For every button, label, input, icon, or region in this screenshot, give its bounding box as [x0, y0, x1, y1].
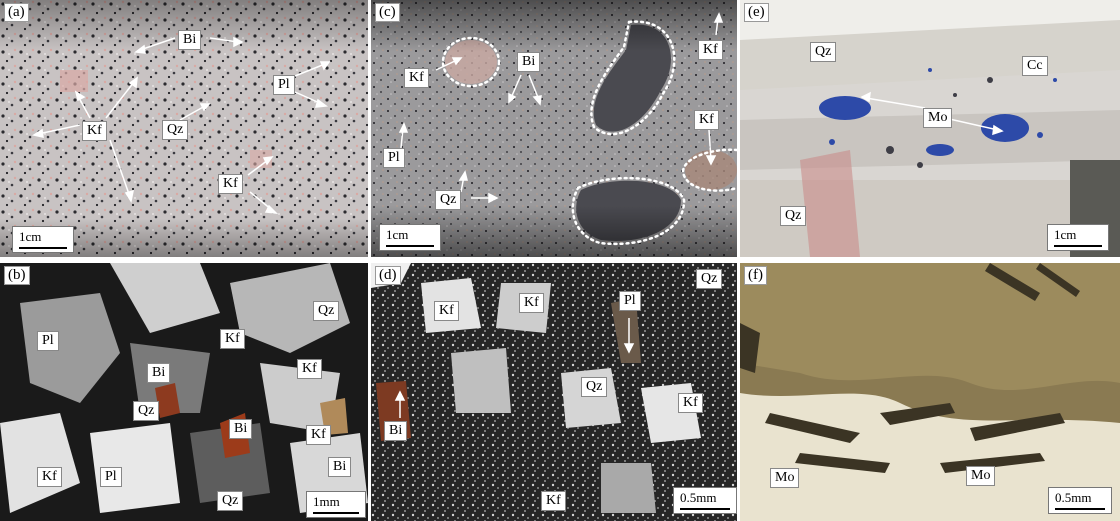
panel-d: (d) Qz Kf Kf Pl Qz Kf Bi Kf 0.5mm: [371, 263, 737, 521]
molybdenite-reflected-light-micrograph: [740, 263, 1120, 521]
mineral-label-kf: Kf: [82, 121, 107, 141]
mineral-label-mo: Mo: [770, 468, 800, 488]
mineral-label-kf: Kf: [218, 174, 243, 194]
mineral-label-pl: Pl: [383, 148, 405, 168]
mineral-label-bi: Bi: [147, 363, 171, 383]
scale-bar: 0.5mm: [673, 487, 737, 514]
scale-bar-label: 0.5mm: [680, 490, 717, 505]
mineral-label-bi: Bi: [229, 419, 253, 439]
mineral-label-kf: Kf: [519, 293, 544, 313]
panel-label-d: (d): [375, 266, 401, 285]
panel-b: (b) Pl Kf Qz Kf Bi Qz Bi Kf Bi Kf Pl Qz …: [0, 263, 368, 521]
mineral-label-kf: Kf: [678, 393, 703, 413]
scale-bar-label: 0.5mm: [1055, 490, 1092, 505]
scale-bar: 1cm: [1047, 224, 1109, 251]
panel-e: (e) Qz Cc Mo Qz 1cm: [740, 0, 1120, 257]
panel-label-f: (f): [744, 266, 767, 285]
mineral-label-mo: Mo: [966, 466, 996, 486]
scale-bar-label: 1cm: [19, 229, 42, 244]
panel-f: (f) Mo Mo 0.5mm: [740, 263, 1120, 521]
mineral-label-mo: Mo: [923, 108, 953, 128]
mineral-label-qz: Qz: [581, 377, 608, 397]
panel-label-c: (c): [375, 3, 400, 22]
mineral-label-qz: Qz: [435, 190, 462, 210]
mineral-label-qz: Qz: [162, 120, 189, 140]
scale-bar-label: 1cm: [386, 227, 409, 242]
mineral-label-kf: Kf: [37, 467, 62, 487]
mineral-label-qz: Qz: [217, 491, 244, 511]
mineral-label-qz: Qz: [780, 206, 807, 226]
mineral-label-kf: Kf: [434, 301, 459, 321]
mineral-label-kf: Kf: [220, 329, 245, 349]
mineral-label-pl: Pl: [273, 75, 295, 95]
panel-c: (c) Kf Bi Kf Pl Kf Qz 1cm: [371, 0, 737, 257]
scale-bar-label: 1mm: [313, 494, 340, 509]
porphyry-thin-section-micrograph: [371, 263, 737, 521]
mineral-label-bi: Bi: [384, 421, 408, 441]
mineral-label-bi: Bi: [328, 457, 352, 477]
scale-bar: 0.5mm: [1048, 487, 1112, 514]
mineral-label-kf: Kf: [404, 68, 429, 88]
scale-bar: 1mm: [306, 491, 366, 518]
panel-label-b: (b): [4, 266, 30, 285]
mineral-label-cc: Cc: [1022, 56, 1048, 76]
panel-label-e: (e): [744, 3, 769, 22]
mineral-label-qz: Qz: [313, 301, 340, 321]
panel-a: (a) Bi Pl Kf Qz Kf 1cm: [0, 0, 368, 257]
scale-bar: 1cm: [12, 226, 74, 253]
mineral-label-qz: Qz: [810, 42, 837, 62]
mineral-label-pl: Pl: [619, 291, 641, 311]
mineral-label-kf: Kf: [541, 491, 566, 511]
mineral-label-kf: Kf: [297, 359, 322, 379]
mineral-label-kf: Kf: [306, 425, 331, 445]
mineral-label-kf: Kf: [698, 40, 723, 60]
mineral-label-qz: Qz: [133, 401, 160, 421]
mineral-label-bi: Bi: [517, 52, 541, 72]
porphyry-core-photo: [371, 0, 737, 257]
scale-bar-label: 1cm: [1054, 227, 1077, 242]
mineral-label-kf: Kf: [694, 110, 719, 130]
mineral-label-pl: Pl: [37, 331, 59, 351]
scale-bar: 1cm: [379, 224, 441, 251]
mineral-label-bi: Bi: [178, 30, 202, 50]
mineral-label-pl: Pl: [100, 467, 122, 487]
panel-label-a: (a): [4, 3, 29, 22]
mineral-label-qz: Qz: [696, 269, 723, 289]
